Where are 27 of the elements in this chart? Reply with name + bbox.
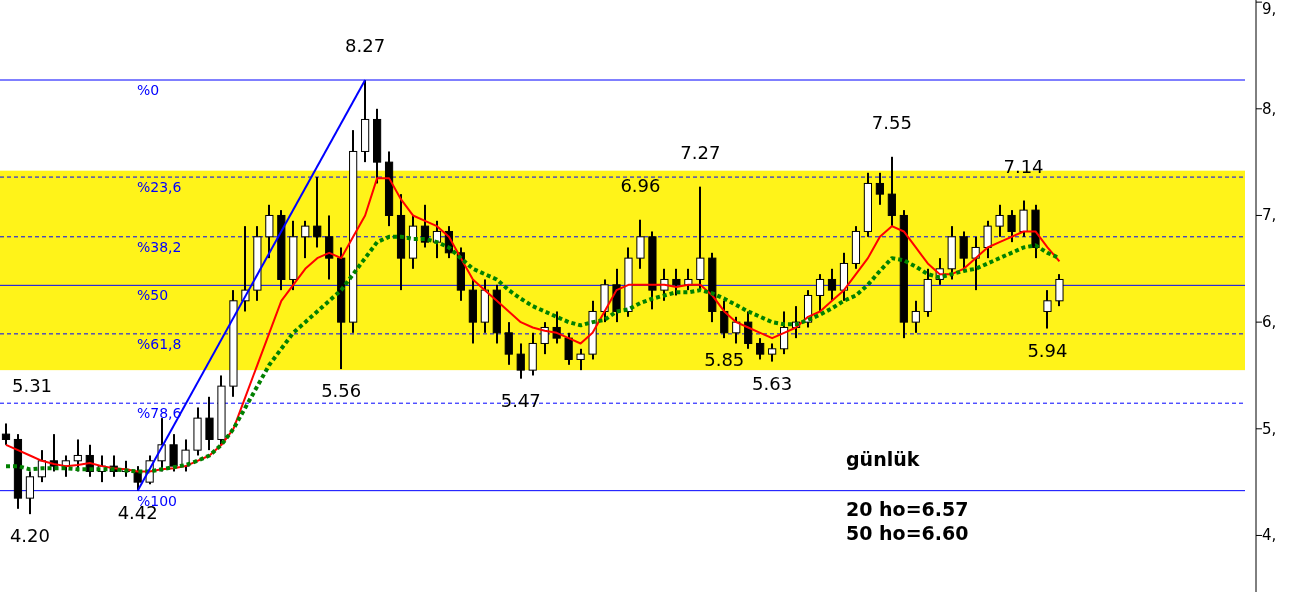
annotation: 8.27 [345, 35, 386, 56]
annotation: %38,2 [137, 238, 182, 255]
annotation: 7.55 [871, 111, 912, 133]
annotation: %50 [137, 287, 169, 304]
annotation: 5.63 [752, 372, 793, 394]
annotation: 7.14 [1003, 155, 1044, 177]
annotation: günlük [846, 448, 920, 470]
annotation: %78,6 [137, 405, 182, 422]
annotation: 5.47 [500, 389, 541, 411]
y-tick-label: 9, [1262, 0, 1277, 18]
annotation: %0 [137, 82, 160, 98]
annotation: %61,8 [137, 335, 182, 352]
annotation: 5.56 [321, 380, 362, 402]
y-tick-label: 7, [1262, 206, 1277, 225]
annotation: 5.94 [1027, 339, 1068, 361]
annotation: 5.85 [704, 349, 745, 371]
annotation: %23,6 [137, 179, 182, 196]
annotation: 5.31 [11, 375, 53, 396]
y-tick-label: 5, [1262, 419, 1277, 438]
annotation: 50 ho=6.60 [846, 522, 969, 544]
annotation: 4.20 [9, 525, 50, 547]
annotation: 7.27 [680, 141, 721, 163]
annotation: 6.96 [620, 174, 661, 196]
annotation: 20 ho=6.57 [846, 498, 969, 520]
y-tick-label: 8, [1262, 99, 1277, 118]
y-tick-label: 6, [1262, 313, 1277, 332]
y-tick-label: 4, [1262, 526, 1277, 545]
